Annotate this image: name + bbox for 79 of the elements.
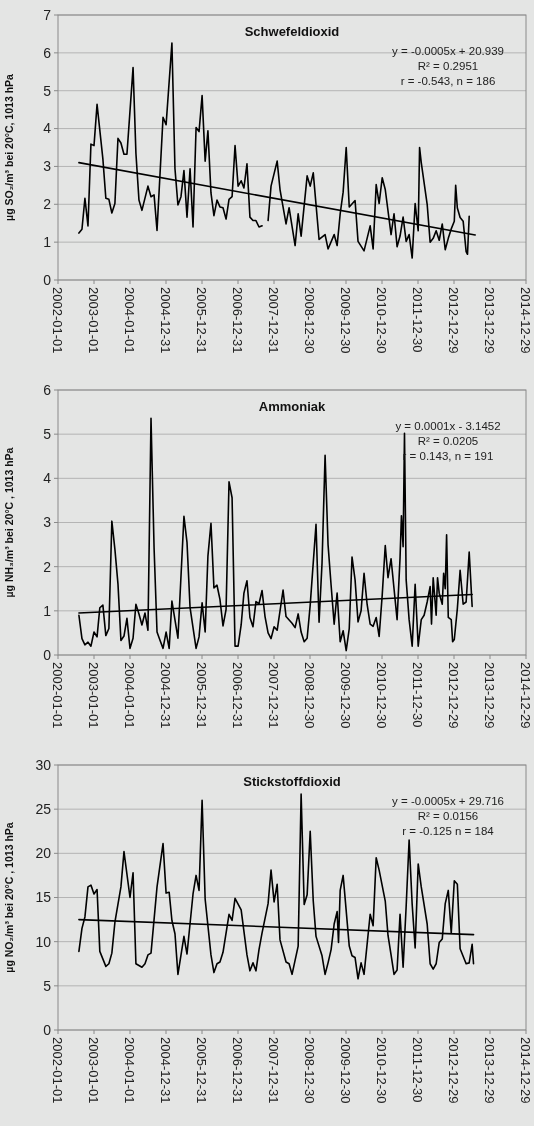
- x-tick-label: 2011-12-30: [410, 1037, 426, 1103]
- text: Schwefeldioxid: [244, 24, 340, 39]
- y-tick-label: 5: [43, 82, 52, 99]
- x-tick-label: 2008-12-30: [302, 287, 318, 354]
- annotation: r = 0.143, n = 191: [402, 450, 494, 462]
- x-tick-label: 2013-12-29: [482, 1037, 498, 1104]
- x-tick-label: 2011-12-30: [410, 287, 426, 353]
- y-tick-label: 3: [43, 158, 52, 175]
- annotation: y = 0.0001x - 3.1452: [395, 420, 501, 432]
- x-tick-label: 2010-12-30: [374, 1037, 390, 1104]
- x-tick-label: 2012-12-29: [446, 662, 462, 729]
- y-axis-title: µg SO₂/m³ bei 20°C, 1013 hPa: [3, 73, 15, 221]
- y-tick-label: 0: [43, 271, 52, 288]
- x-tick-label: 2005-12-31: [194, 662, 210, 729]
- text: Stickstoffdioxid: [243, 774, 341, 789]
- x-tick-label: 2006-12-31: [230, 287, 246, 354]
- x-tick-label: 2006-12-31: [230, 1037, 246, 1104]
- annotation: r = -0.125 n = 184: [402, 825, 495, 837]
- y-tick-label: 10: [35, 933, 52, 950]
- y-tick-label: 25: [35, 801, 52, 818]
- x-tick-label: 2009-12-30: [338, 287, 354, 354]
- y-tick-label: 2: [43, 558, 52, 575]
- x-tick-label: 2004-01-01: [122, 287, 138, 354]
- y-tick-label: 4: [43, 120, 52, 137]
- y-tick-label: 6: [43, 44, 52, 61]
- y-tick-label: 3: [43, 514, 52, 531]
- x-tick-label: 2004-01-01: [122, 662, 138, 729]
- annotation: y = -0.0005x + 29.716: [392, 795, 504, 807]
- x-tick-label: 2009-12-30: [338, 1037, 354, 1104]
- y-tick-label: 15: [35, 889, 52, 906]
- x-tick-label: 2014-12-29: [518, 1037, 534, 1104]
- x-tick-label: 2008-12-30: [302, 1037, 318, 1104]
- x-tick-label: 2010-12-30: [374, 662, 390, 729]
- annotation: R² = 0.2951: [417, 60, 479, 72]
- y-axis-title: µg NO₂/m³ bei 20°C , 1013 hPa: [3, 822, 15, 973]
- x-tick-label: 2006-12-31: [230, 662, 246, 729]
- y-tick-label: 5: [43, 977, 52, 994]
- x-tick-label: 2007-12-31: [266, 287, 282, 354]
- y-tick-label: 5: [43, 426, 52, 443]
- y-tick-label: 2: [43, 196, 52, 213]
- x-tick-label: 2012-12-29: [446, 1037, 462, 1104]
- x-tick-label: 2009-12-30: [338, 662, 354, 729]
- x-tick-label: 2003-01-01: [86, 1037, 102, 1104]
- y-tick-label: 0: [43, 646, 52, 663]
- y-tick-label: 0: [43, 1021, 52, 1038]
- y-tick-label: 30: [35, 756, 52, 773]
- y-tick-label: 6: [43, 381, 52, 398]
- x-tick-label: 2004-12-31: [158, 1037, 174, 1104]
- annotation: r = -0.543, n = 186: [400, 75, 496, 87]
- x-tick-label: 2008-12-30: [302, 662, 318, 729]
- x-tick-label: 2002-01-01: [50, 1037, 66, 1104]
- y-tick-label: 1: [43, 602, 52, 619]
- x-tick-label: 2013-12-29: [482, 662, 498, 729]
- x-tick-label: 2011-12-30: [410, 662, 426, 728]
- annotation: R² = 0.0205: [417, 435, 479, 447]
- x-tick-label: 2005-12-31: [194, 1037, 210, 1104]
- x-tick-label: 2003-01-01: [86, 662, 102, 729]
- x-tick-label: 2014-12-29: [518, 662, 534, 729]
- x-tick-label: 2007-12-31: [266, 1037, 282, 1104]
- x-tick-label: 2012-12-29: [446, 287, 462, 354]
- y-tick-label: 1: [43, 234, 52, 251]
- x-tick-label: 2002-01-01: [50, 287, 66, 354]
- x-tick-label: 2010-12-30: [374, 287, 390, 354]
- x-tick-label: 2004-12-31: [158, 662, 174, 729]
- x-tick-label: 2004-01-01: [122, 1037, 138, 1104]
- x-tick-label: 2003-01-01: [86, 287, 102, 354]
- y-tick-label: 20: [35, 845, 52, 862]
- y-axis-title: µg NH₃/m³ bei 20°C , 1013 hPa: [3, 447, 15, 598]
- x-tick-label: 2004-12-31: [158, 287, 174, 354]
- x-tick-label: 2005-12-31: [194, 287, 210, 354]
- x-tick-label: 2014-12-29: [518, 287, 534, 354]
- x-tick-label: 2013-12-29: [482, 287, 498, 354]
- y-tick-label: 4: [43, 470, 52, 487]
- text: Ammoniak: [258, 399, 326, 414]
- x-tick-label: 2007-12-31: [266, 662, 282, 729]
- annotation: y = -0.0005x + 20.939: [392, 45, 504, 57]
- y-tick-label: 7: [43, 6, 52, 23]
- x-tick-label: 2002-01-01: [50, 662, 66, 729]
- annotation: R² = 0.0156: [417, 810, 479, 822]
